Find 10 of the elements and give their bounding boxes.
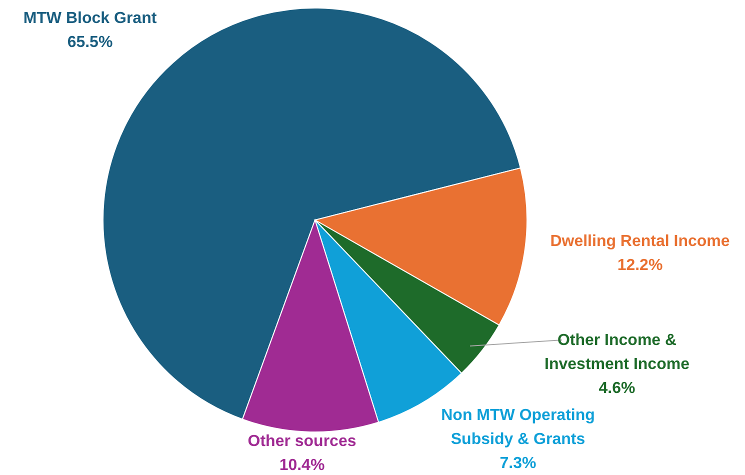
data-label: 12.2% [617,257,663,274]
data-label: 4.6% [598,380,636,397]
data-label: 7.3% [500,455,536,472]
slice-label: Dwelling Rental Income [550,233,730,250]
slice-label: Non MTW Operating Subsidy & Grants [441,407,595,448]
slice-label: Other Income & Investment Income [544,332,690,373]
data-label: 10.4% [279,457,325,474]
slice-label: MTW Block Grant [23,10,158,27]
slice-label: Other sources [248,433,356,450]
data-label: 65.5% [67,34,113,51]
